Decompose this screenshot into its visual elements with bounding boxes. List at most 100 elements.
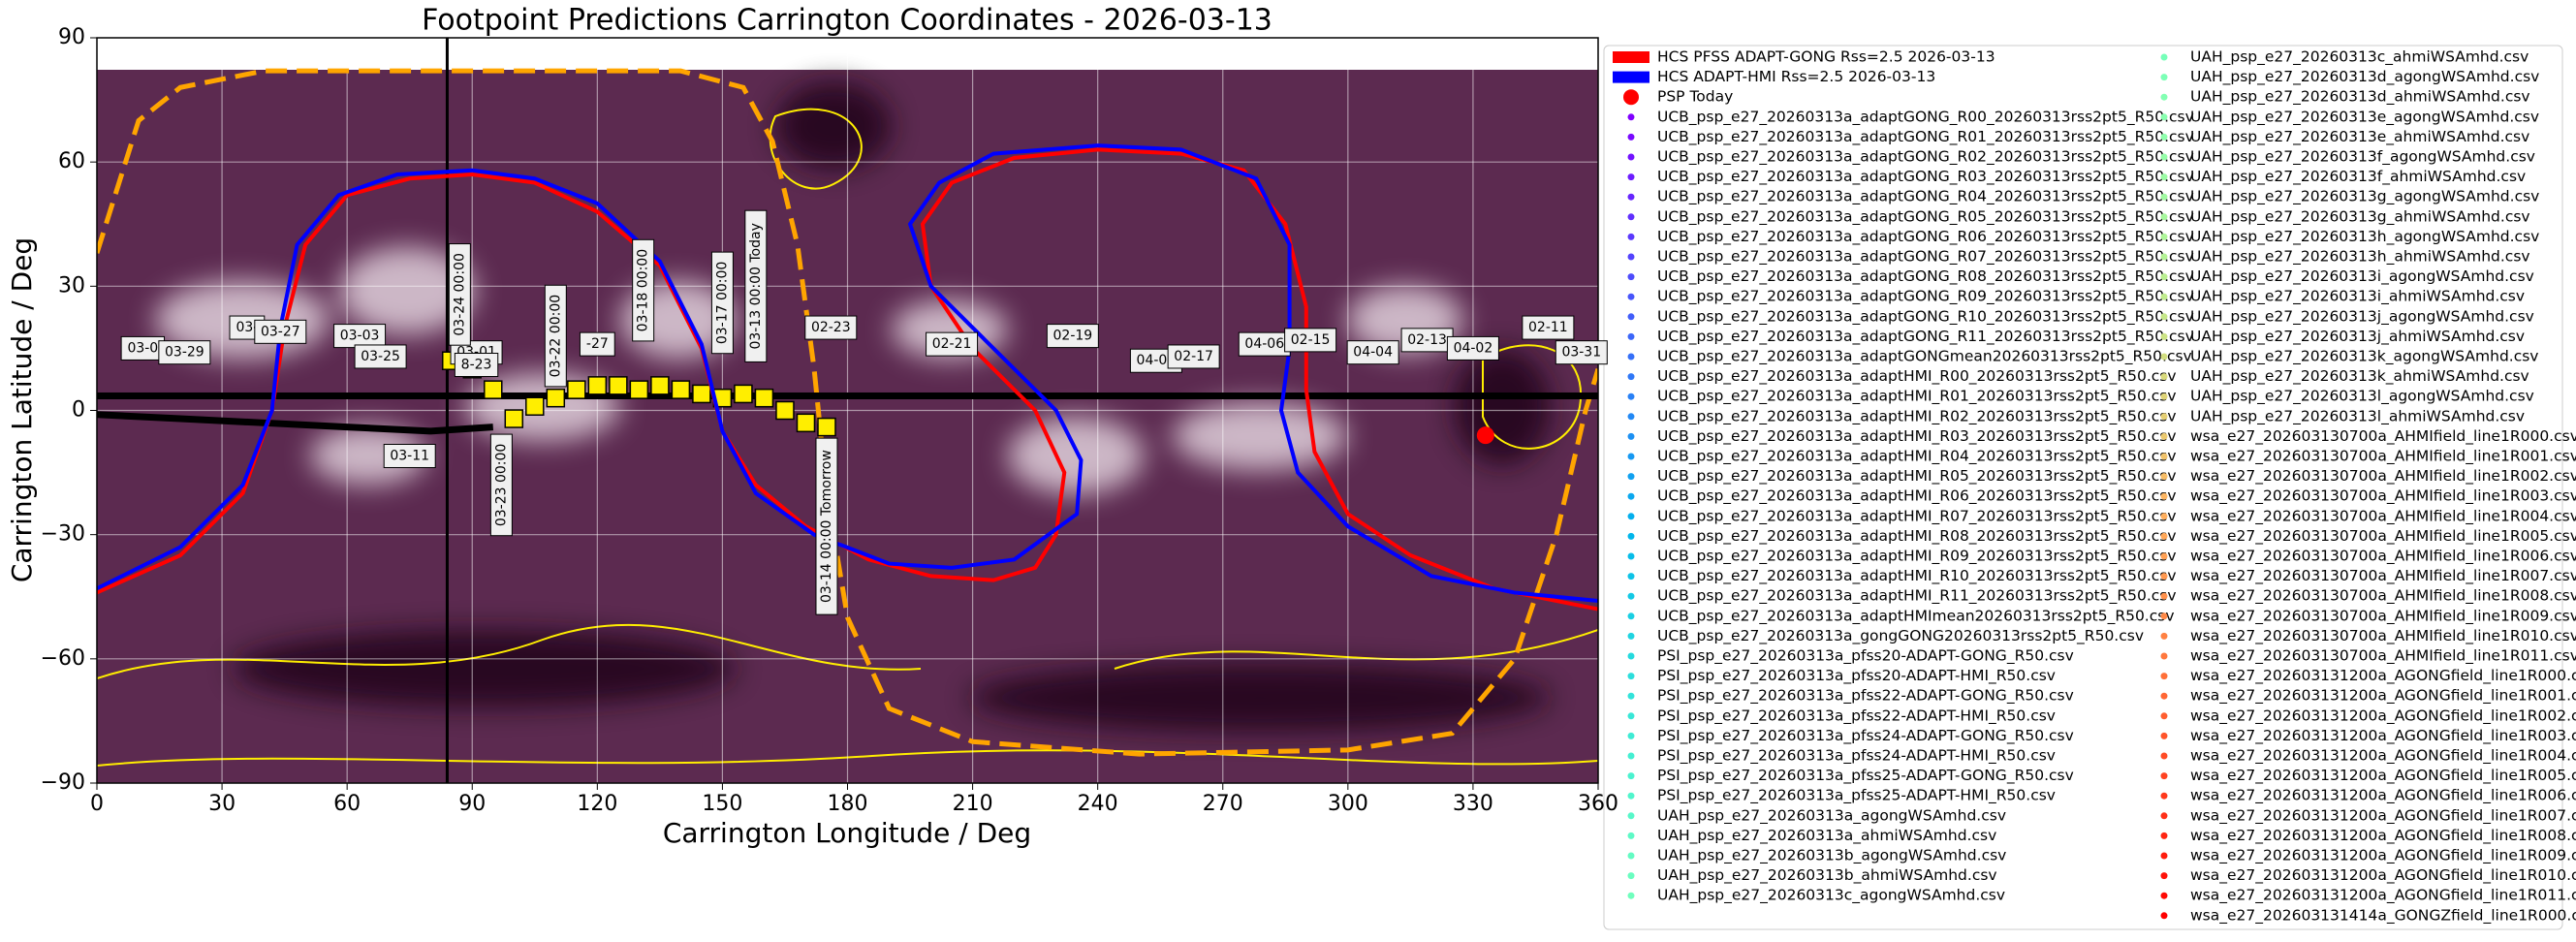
legend-label: UCB_psp_e27_20260313a_adaptHMI_R06_20260… [1657,487,2177,506]
legend-label: UAH_psp_e27_20260313b_ahmiWSAmhd.csv [1657,866,1997,885]
legend-swatch [1627,173,1635,181]
legend-label: UAH_psp_e27_20260313d_ahmiWSAmhd.csv [2190,88,2530,107]
legend-swatch [2160,193,2168,201]
trajectory [97,411,493,435]
legend-label: wsa_e27_202603131200a_AGONGfield_line1R0… [2190,727,2576,745]
annotation-box [489,433,513,537]
legend-swatch [1627,792,1635,800]
annotation: 03-29 [158,340,211,365]
legend-swatch [2160,892,2168,899]
annotation-label: 02-11 [1528,320,1568,335]
legend-label: HCS PFSS ADAPT-GONG Rss=2.5 2026-03-13 [1657,48,1995,66]
legend-label: wsa_e27_202603131200a_AGONGfield_line1R0… [2190,847,2576,865]
legend-label: UAH_psp_e27_20260313i_ahmiWSAmhd.csv [2190,288,2525,306]
legend-swatch [2160,752,2168,760]
legend-label: UAH_psp_e27_20260313f_agongWSAmhd.csv [2190,148,2535,167]
hcs-line [97,147,1598,612]
annotation-box [710,251,734,355]
x-tick-label: 180 [828,792,868,816]
annotation: 03-17 00:00 [710,251,734,355]
annotation-label: 03-17 00:00 [714,262,730,344]
legend-label: UCB_psp_e27_20260313a_adaptGONG_R02_2026… [1657,148,2194,167]
annotation: 03-18 00:00 [632,238,655,342]
legend-label: UAH_psp_e27_20260313c_ahmiWSAmhd.csv [2190,48,2529,67]
legend-label: UAH_psp_e27_20260313c_agongWSAmhd.csv [1657,887,2005,905]
legend-swatch [2160,772,2168,780]
legend-label: wsa_e27_202603131200a_AGONGfield_line1R0… [2190,866,2576,885]
annotation-box [454,353,499,378]
legend-swatch [2160,413,2168,421]
legend-label: UCB_psp_e27_20260313a_adaptHMI_R08_20260… [1657,527,2177,546]
legend-swatch [1627,153,1635,161]
footpoint [817,417,836,437]
annotation-box [158,340,211,365]
legend-label: wsa_e27_202603130700a_AHMIfield_line1R00… [2190,427,2576,446]
legend-swatch [1613,71,1649,83]
annotation-label: 03-14 00:00 Tomorrow [819,450,834,603]
legend-label: UCB_psp_e27_20260313a_adaptGONG_R00_2026… [1657,108,2194,126]
legend-label: PSP Today [1657,88,1733,106]
annotation-box [579,331,615,357]
legend-swatch [1627,712,1635,720]
annotation-label: 8-23 [461,358,492,373]
annotation-box [744,209,768,362]
x-tick-label: 150 [702,792,742,816]
annotation-box [1238,331,1291,357]
annotation: 03-25 [354,344,407,369]
legend-swatch [1627,492,1635,500]
legend-swatch [2160,652,2168,660]
legend-label: UCB_psp_e27_20260313a_adaptGONG_R08_2026… [1657,267,2194,286]
annotation: 8-23 [454,353,499,378]
legend-swatch [2160,852,2168,860]
annotation-label: 03-23 00:00 [493,444,509,526]
legend-label: UCB_psp_e27_20260313a_adaptGONGmean20260… [1657,348,2192,366]
legend-label: wsa_e27_202603131200a_AGONGfield_line1R0… [2190,747,2576,766]
footpoint [629,380,649,399]
legend-label: UAH_psp_e27_20260313g_ahmiWSAmhd.csv [2190,207,2530,226]
annotation-label: 02-23 [811,320,851,335]
legend-label: wsa_e27_202603130700a_AHMIfield_line1R00… [2190,567,2576,585]
legend-label: wsa_e27_202603131414a_GONGZfield_line1R0… [2190,906,2576,925]
legend-swatch [2160,213,2168,221]
legend-swatch [2160,732,2168,739]
annotation: 02-11 [1522,315,1575,340]
x-tick-label: 240 [1078,792,1118,816]
annotation-box [544,284,567,388]
legend-swatch [1627,213,1635,221]
legend-label: UAH_psp_e27_20260313k_agongWSAmhd.csv [2190,348,2538,366]
legend-swatch [2160,133,2168,141]
legend-label: UCB_psp_e27_20260313a_adaptGONG_R05_2026… [1657,207,2194,226]
legend-swatch [2160,173,2168,181]
annotation: 03-11 [383,443,436,468]
annotation: 03-14 00:00 Tomorrow [815,437,838,615]
footpoint [609,376,628,395]
legend-swatch [2160,552,2168,560]
legend-swatch [1627,473,1635,481]
footpoint [525,396,545,416]
legend-swatch [2160,392,2168,400]
legend-swatch [1627,552,1635,560]
annotation: 03-0 [120,335,166,361]
legend-swatch [2160,273,2168,281]
legend-swatch [1627,632,1635,640]
annotation-box [1446,335,1499,361]
annotation: -27 [579,331,615,357]
annotation-box [1522,315,1575,340]
legend-label: UAH_psp_e27_20260313f_ahmiWSAmhd.csv [2190,168,2526,186]
footpoint [692,384,711,404]
annotation: 02-13 [1400,328,1454,353]
annotation-label: -27 [586,336,609,352]
legend-label: UAH_psp_e27_20260313e_ahmiWSAmhd.csv [2190,128,2529,146]
legend-swatch [1627,432,1635,440]
annotation-box [926,331,979,357]
legend-swatch [1627,453,1635,460]
plot-frame [96,37,1599,784]
y-tick-label: −90 [41,770,85,795]
legend-swatch [2160,153,2168,161]
legend-label: wsa_e27_202603130700a_AHMIfield_line1R01… [2190,627,2576,645]
x-tick-label: 60 [333,792,361,816]
legend-label: UCB_psp_e27_20260313a_adaptGONG_R06_2026… [1657,228,2194,246]
legend-label: UCB_psp_e27_20260313a_adaptHMI_R03_20260… [1657,427,2177,446]
annotation-label: 04-08 [1137,353,1177,368]
x-tick-label: 270 [1203,792,1243,816]
